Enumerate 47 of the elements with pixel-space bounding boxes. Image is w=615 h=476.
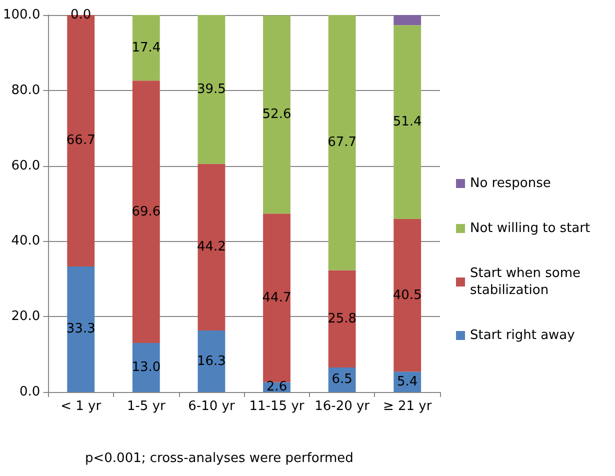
y-tick-label: 0.0 bbox=[20, 384, 40, 400]
x-tick-label: 6-10 yr bbox=[188, 399, 236, 414]
data-label: 44.2 bbox=[196, 240, 226, 255]
data-label: 17.4 bbox=[132, 40, 161, 56]
data-label: 52.6 bbox=[262, 107, 292, 122]
data-label: 39.5 bbox=[196, 82, 226, 97]
text: p<0.001; cross-analyses were performed bbox=[85, 451, 354, 466]
data-label: 25.8 bbox=[328, 311, 357, 326]
bar bbox=[394, 15, 422, 26]
data-label: 6.5 bbox=[332, 372, 352, 388]
bar bbox=[132, 80, 160, 343]
y-tick-label: 60.0 bbox=[11, 158, 40, 174]
legend-label: No response bbox=[470, 176, 551, 191]
bar bbox=[328, 270, 356, 368]
data-label: 2.6 bbox=[266, 380, 288, 395]
y-tick-label: 80.0 bbox=[11, 82, 40, 98]
x-tick-label: < 1 yr bbox=[60, 399, 102, 414]
bar bbox=[198, 164, 226, 331]
x-tick-label: ≥ 21 yr bbox=[382, 399, 432, 414]
bar bbox=[263, 214, 290, 382]
x-tick-label: 16-20 yr bbox=[314, 399, 370, 414]
y-tick-label: 20.0 bbox=[11, 309, 40, 324]
bar bbox=[263, 15, 290, 214]
bar bbox=[132, 15, 160, 81]
data-label: 69.6 bbox=[132, 204, 161, 220]
x-tick-label: 1-5 yr bbox=[126, 399, 166, 414]
data-label: 13.0 bbox=[132, 360, 161, 375]
data-label: 33.3 bbox=[66, 322, 96, 337]
bar bbox=[394, 25, 422, 219]
legend-label: Not willing to start bbox=[470, 221, 590, 236]
legend-label: Start right away bbox=[470, 328, 576, 343]
x-tick-label: 11-15 yr bbox=[249, 399, 305, 414]
data-label: 51.4 bbox=[392, 114, 422, 130]
y-tick-label: 100.0 bbox=[3, 8, 40, 22]
bar bbox=[198, 330, 226, 392]
data-label: 40.5 bbox=[392, 288, 422, 303]
data-label: 5.4 bbox=[397, 374, 418, 390]
data-label: 66.7 bbox=[66, 133, 96, 148]
y-tick-label: 40.0 bbox=[11, 234, 40, 249]
data-label: 67.7 bbox=[328, 135, 357, 150]
bar bbox=[132, 342, 160, 392]
legend-label: Start when some stabilization bbox=[470, 266, 585, 298]
bar bbox=[67, 266, 95, 392]
data-label: 16.3 bbox=[196, 354, 226, 369]
bar bbox=[394, 218, 422, 372]
bar bbox=[198, 15, 226, 164]
bar bbox=[328, 15, 356, 270]
